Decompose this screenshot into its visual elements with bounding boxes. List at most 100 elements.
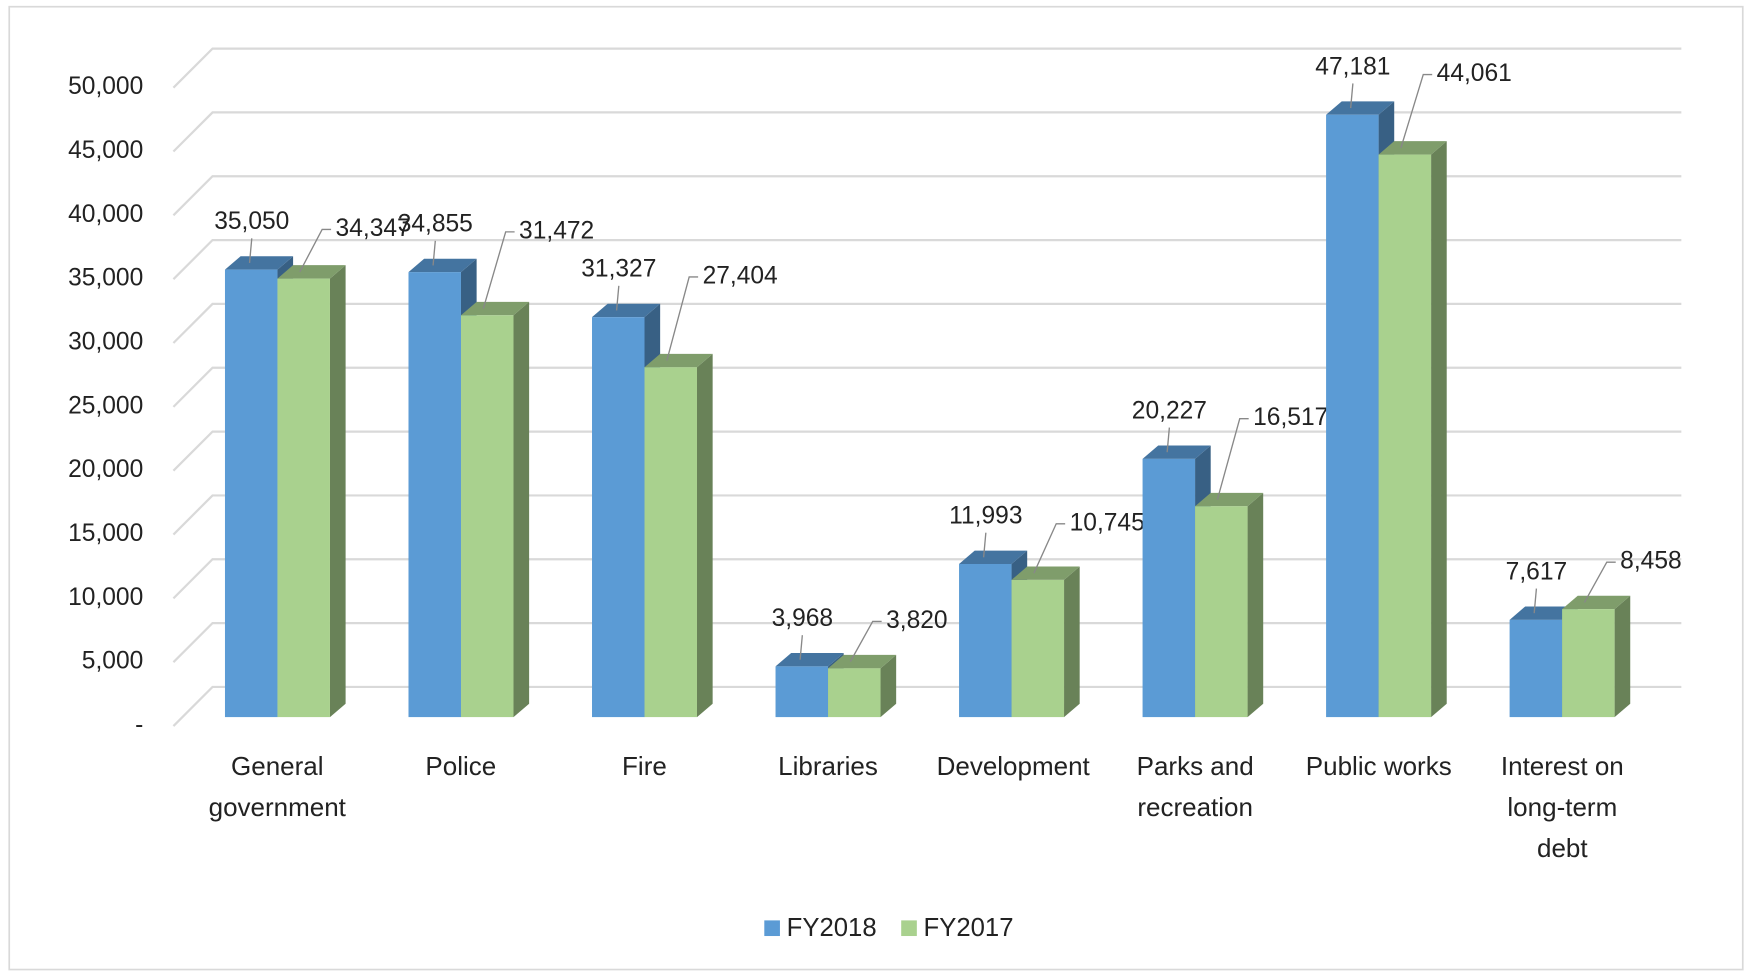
bar-top bbox=[224, 256, 294, 270]
x-tick-label: Development bbox=[936, 751, 1090, 782]
bar-top bbox=[775, 653, 844, 667]
leader-line bbox=[1533, 588, 1538, 614]
bar-top bbox=[408, 258, 477, 273]
data-label: 3,968 bbox=[772, 605, 833, 632]
data-label: 8,458 bbox=[1620, 548, 1681, 575]
data-label: 27,404 bbox=[703, 262, 778, 289]
x-tick-label: Interest on long-term debt bbox=[1500, 751, 1624, 864]
bar-side bbox=[697, 353, 713, 718]
y-tick-label: 50,000 bbox=[68, 73, 143, 100]
bar-front bbox=[1562, 609, 1615, 718]
data-label: 35,050 bbox=[214, 208, 289, 235]
bar-front bbox=[592, 317, 645, 718]
leader-line bbox=[1583, 561, 1616, 603]
data-label: 44,061 bbox=[1437, 60, 1512, 87]
bar-front bbox=[408, 272, 461, 718]
data-label: 10,745 bbox=[1070, 509, 1145, 536]
bar bbox=[1562, 595, 1631, 718]
bar-top bbox=[828, 654, 897, 669]
x-tick-label: Libraries bbox=[778, 751, 878, 782]
grid-line bbox=[172, 494, 1682, 536]
bar-front bbox=[959, 563, 1012, 718]
data-label: 3,820 bbox=[886, 607, 947, 634]
y-tick-label: 30,000 bbox=[68, 329, 143, 356]
bar bbox=[460, 301, 530, 718]
bar bbox=[277, 265, 346, 718]
grid-line bbox=[172, 430, 1682, 472]
leader-line bbox=[1216, 417, 1249, 500]
leader-line bbox=[1400, 73, 1433, 149]
grid-line bbox=[172, 175, 1682, 217]
bar-top bbox=[1378, 141, 1447, 155]
y-tick-label: 15,000 bbox=[68, 520, 143, 547]
data-label: 34,347 bbox=[336, 215, 411, 242]
bar-top bbox=[1011, 566, 1080, 580]
bar-top bbox=[1562, 595, 1631, 610]
x-tick-label: Police bbox=[425, 751, 497, 782]
bar-front bbox=[224, 269, 278, 718]
x-tick-label: Fire bbox=[622, 751, 667, 782]
bar bbox=[1011, 566, 1080, 718]
bar-top bbox=[1509, 606, 1578, 620]
data-label: 7,617 bbox=[1506, 558, 1567, 585]
leader-line bbox=[666, 276, 699, 361]
x-tick-label: General government bbox=[208, 751, 346, 823]
bar bbox=[1195, 492, 1264, 718]
data-label: 34,855 bbox=[398, 211, 473, 238]
leader-line bbox=[248, 238, 253, 263]
data-label: 47,181 bbox=[1315, 53, 1390, 80]
bar-front bbox=[1142, 458, 1196, 718]
legend-label: FY2017 bbox=[924, 914, 1014, 942]
leader-line bbox=[1349, 83, 1354, 109]
bar-top bbox=[644, 353, 713, 368]
leader-line bbox=[432, 240, 436, 266]
leader-line bbox=[982, 532, 987, 558]
x-tick-label: Parks and recreation bbox=[1136, 751, 1254, 823]
y-tick-label: - bbox=[135, 712, 143, 739]
bar-top bbox=[959, 550, 1028, 564]
bar-side bbox=[1431, 141, 1447, 718]
grid-line bbox=[172, 238, 1682, 280]
bar bbox=[644, 353, 713, 718]
bar-side bbox=[513, 301, 530, 718]
bar bbox=[1378, 141, 1447, 718]
grid-line bbox=[172, 47, 1682, 89]
grid-line bbox=[172, 558, 1682, 600]
bar-front bbox=[644, 367, 698, 718]
y-tick-label: 5,000 bbox=[82, 648, 143, 675]
bar-top bbox=[460, 301, 530, 316]
data-label: 31,327 bbox=[581, 256, 656, 283]
grid-line bbox=[172, 366, 1682, 408]
grid-line bbox=[172, 111, 1682, 153]
bar bbox=[828, 654, 897, 718]
bar-front bbox=[1195, 506, 1248, 718]
data-label: 16,517 bbox=[1253, 404, 1328, 431]
y-tick-label: 25,000 bbox=[68, 392, 143, 419]
bar-front bbox=[1011, 579, 1065, 718]
data-label: 20,227 bbox=[1132, 397, 1207, 424]
bar-front bbox=[828, 668, 881, 718]
leader-line bbox=[1166, 427, 1171, 453]
data-label: 31,472 bbox=[519, 217, 594, 244]
leader-line bbox=[299, 228, 332, 273]
bar-top bbox=[1142, 445, 1211, 459]
leader-line bbox=[482, 231, 515, 309]
bar-top bbox=[1195, 492, 1264, 507]
x-tick-label: Public works bbox=[1305, 751, 1452, 782]
bar-top bbox=[1326, 101, 1395, 115]
leader-line bbox=[1033, 523, 1066, 574]
bar-top bbox=[592, 303, 661, 318]
data-label: 11,993 bbox=[949, 503, 1022, 530]
chart-border bbox=[8, 5, 1744, 971]
bar-side bbox=[880, 654, 897, 718]
y-tick-label: 35,000 bbox=[68, 265, 143, 292]
bar-front bbox=[775, 666, 829, 718]
grid-line bbox=[172, 685, 1682, 727]
bar-side bbox=[1247, 492, 1264, 718]
grid-line bbox=[172, 302, 1682, 344]
bar-front bbox=[460, 315, 514, 718]
bar-front bbox=[1509, 619, 1563, 718]
bar-side bbox=[1614, 595, 1631, 718]
